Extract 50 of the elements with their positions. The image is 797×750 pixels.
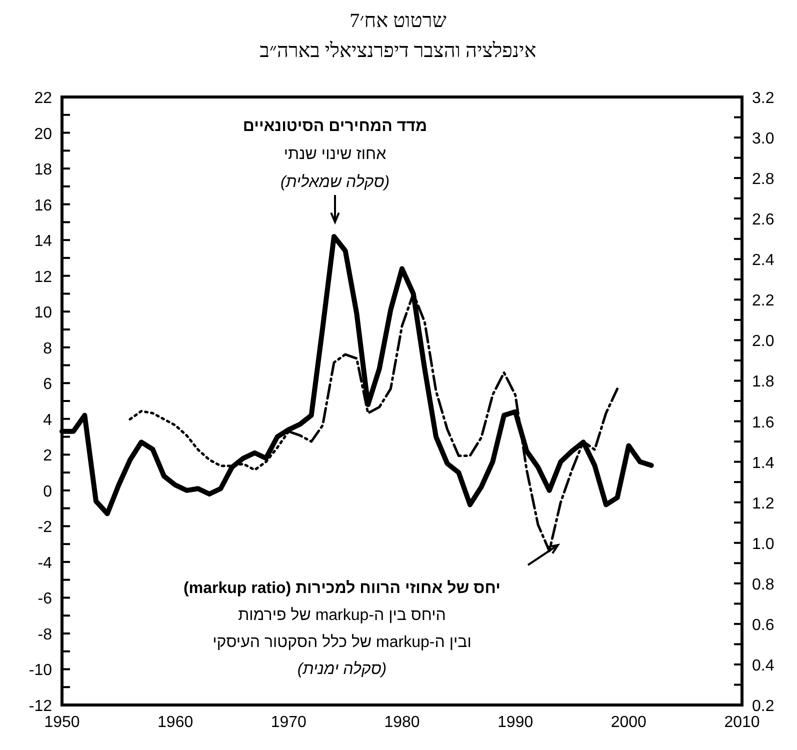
y2-tick-label: 2.8	[752, 171, 774, 188]
chart-subtitle: אינפלציה והצבר דיפרנציאלי בארה״ב	[260, 40, 536, 62]
annotation: (סקלה ימנית)	[297, 660, 387, 678]
y-tick-label: 12	[34, 268, 52, 286]
y2-tick-label: 0.8	[752, 576, 774, 594]
y-tick-label: 2	[43, 448, 52, 465]
y2-tick-label: 2.4	[752, 252, 774, 270]
y-tick-label: -12	[28, 698, 52, 715]
y2-tick-label: 2.6	[752, 212, 774, 229]
y-tick-label: 22	[34, 90, 52, 107]
y2-tick-label: 3.0	[752, 130, 774, 148]
y-tick-label: -2	[38, 519, 52, 536]
y2-tick-label: 0.6	[752, 616, 774, 634]
x-tick-label: 1950	[44, 714, 80, 731]
x-tick-label: 2000	[610, 714, 647, 731]
annotation: אחוז שינוי שנתי	[284, 146, 386, 163]
chart-title: שרטוט אח׳7	[350, 10, 446, 32]
x-tick-label: 1990	[498, 714, 534, 731]
y2-tick-label: 1.8	[752, 374, 774, 391]
y-tick-label: -8	[38, 626, 52, 644]
y-tick-label: 14	[34, 233, 52, 250]
y-tick-label: 4	[43, 412, 52, 429]
y2-tick-label: 1.6	[752, 414, 774, 432]
y2-tick-label: 1.0	[752, 536, 774, 553]
y-tick-label: 10	[34, 304, 52, 322]
x-tick-label: 1960	[158, 714, 194, 731]
y2-tick-label: 1.2	[752, 495, 774, 512]
annotation: (סקלה שמאלית)	[280, 173, 390, 191]
y2-tick-label: 0.2	[752, 698, 774, 715]
y-tick-label: 8	[43, 340, 52, 358]
annotation: ובין ה-markup של כלל הסקטור העיסקי	[212, 633, 472, 651]
y-tick-label: 0	[43, 483, 52, 500]
y2-tick-label: 1.4	[752, 454, 774, 472]
y-tick-label: -4	[38, 554, 52, 572]
x-tick-label: 1970	[270, 714, 307, 731]
x-tick-label: 2010	[724, 714, 760, 731]
y-tick-label: 20	[34, 126, 52, 143]
annotation: היחס בין ה-markup של פירמות	[238, 606, 446, 624]
annotation: יחס של אחוזי הרווח למכירות (markup ratio)	[184, 579, 500, 597]
y-tick-label: 18	[34, 162, 52, 179]
x-tick-label: 1980	[384, 714, 420, 731]
y-tick-label: 16	[34, 197, 52, 214]
y2-tick-label: 2.0	[752, 333, 774, 350]
y2-tick-label: 0.4	[752, 657, 774, 674]
annotation: מדד המחירים הסיטונאיים	[242, 118, 428, 135]
y-tick-label: -6	[38, 590, 52, 608]
y-tick-label: -10	[28, 662, 52, 680]
y2-tick-label: 2.2	[752, 292, 774, 310]
y-tick-label: 6	[43, 376, 52, 394]
y2-tick-label: 3.2	[752, 90, 774, 107]
